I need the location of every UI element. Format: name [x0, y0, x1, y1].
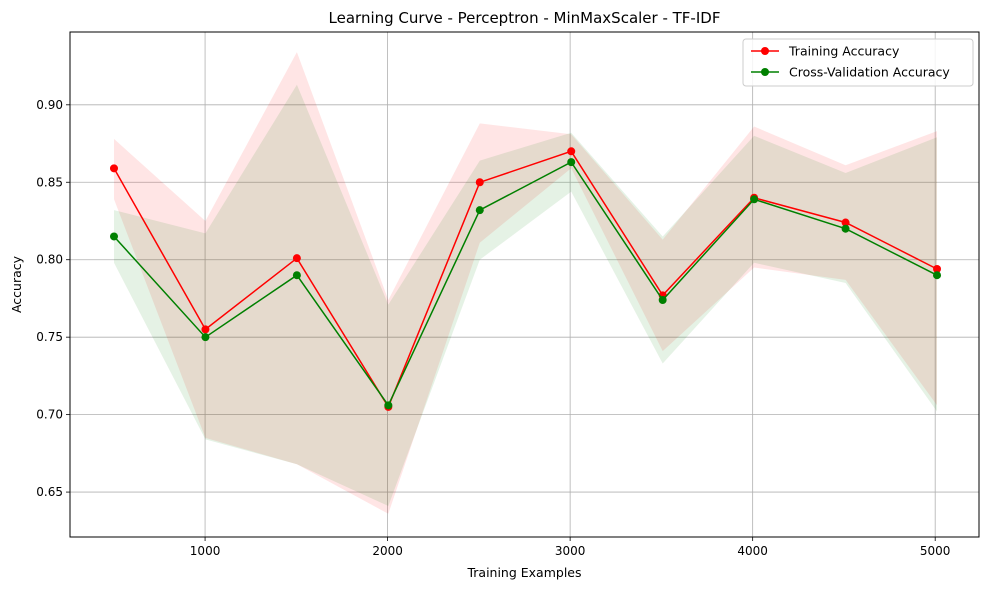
grid-lines [70, 32, 979, 537]
y-axis-label: Accuracy [9, 255, 24, 313]
data-point-0-4 [475, 178, 484, 187]
data-point-1-6 [658, 295, 667, 304]
data-point-0-5 [567, 147, 576, 156]
legend-training-marker [761, 47, 769, 55]
legend: Training Accuracy Cross-Validation Accur… [742, 38, 974, 87]
y-tick-label-0: 0.65 [36, 485, 63, 499]
series-lines [109, 147, 942, 411]
y-tick-label-5: 0.90 [36, 98, 63, 112]
y-tick-label-1: 0.70 [36, 408, 63, 422]
data-point-0-8 [841, 218, 850, 227]
data-point-0-1 [201, 325, 210, 334]
data-point-1-8 [841, 224, 850, 233]
data-point-0-2 [292, 254, 301, 263]
confidence-bands [114, 52, 937, 514]
series-line-1 [113, 161, 938, 407]
x-axis-label: Training Examples [466, 565, 581, 580]
x-tick-label-1: 2000 [372, 544, 403, 558]
legend-cv-label: Cross-Validation Accuracy [789, 65, 950, 80]
y-tick-label-2: 0.75 [36, 330, 63, 344]
data-point-0-9 [933, 265, 942, 274]
y-tick-label-4: 0.85 [36, 175, 63, 189]
legend-training-label: Training Accuracy [788, 44, 900, 59]
data-point-1-0 [109, 232, 118, 241]
data-point-1-9 [933, 271, 942, 280]
legend-cv-marker [761, 68, 769, 76]
legend-box [742, 38, 974, 87]
series-line-0 [113, 150, 938, 409]
confidence-band-1 [114, 84, 937, 506]
confidence-band-0 [114, 52, 937, 514]
data-point-0-0 [109, 164, 118, 173]
x-tick-label-0: 1000 [190, 544, 221, 558]
data-point-1-2 [292, 271, 301, 280]
data-point-1-7 [750, 195, 759, 204]
x-axis-ticks: 1000 2000 3000 4000 5000 [190, 537, 951, 558]
chart-title: Learning Curve - Perceptron - MinMaxScal… [329, 9, 721, 27]
x-tick-label-4: 5000 [920, 544, 951, 558]
data-point-1-4 [475, 206, 484, 215]
data-point-1-5 [567, 158, 576, 167]
y-tick-label-3: 0.80 [36, 253, 63, 267]
x-tick-label-3: 4000 [737, 544, 768, 558]
plot-frame [69, 31, 980, 538]
data-point-1-3 [384, 401, 393, 410]
y-axis-ticks: 0.65 0.70 0.75 0.80 0.85 0.90 [36, 98, 70, 499]
x-tick-label-2: 3000 [555, 544, 586, 558]
data-point-1-1 [201, 333, 210, 342]
